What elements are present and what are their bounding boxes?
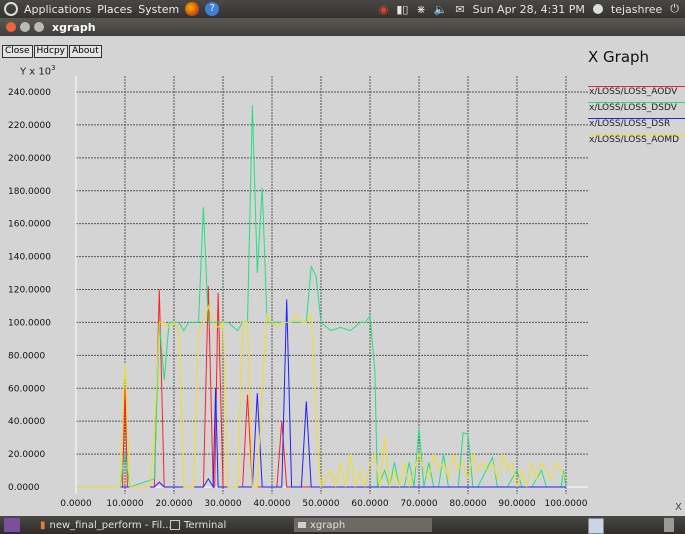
x-tick-label: 40.0000 — [253, 499, 290, 509]
taskbar-label-xgraph: xgraph — [310, 519, 346, 531]
y-tick-label: 240.0000 — [8, 88, 51, 98]
legend-swatch-dsr — [588, 118, 685, 119]
window-minimize-icon[interactable] — [20, 22, 30, 32]
window-maximize-icon[interactable] — [34, 22, 44, 32]
graph-title: X Graph — [588, 48, 650, 66]
user-status-icon[interactable] — [592, 4, 603, 14]
y-axis-label-text: Y x 10 — [20, 66, 52, 78]
y-tick-label: 60.0000 — [8, 384, 45, 394]
about-button[interactable]: About — [69, 45, 102, 58]
show-desktop-button[interactable] — [4, 518, 20, 532]
x-axis-label: X — [675, 502, 682, 513]
window-close-icon[interactable] — [6, 22, 16, 32]
help-icon[interactable]: ? — [205, 2, 220, 16]
folder-icon: ▮ — [40, 519, 46, 531]
legend-swatch-dsdv — [588, 102, 685, 103]
x-tick-label: 100.0000 — [545, 499, 588, 509]
taskbar-label-terminal: Terminal — [184, 519, 227, 531]
taskbar-label-file-manager: new_final_perform - Fil... — [49, 519, 172, 531]
taskbar-item-xgraph[interactable]: xgraph — [294, 518, 432, 532]
legend-label-dsr: x/LOSS/LOSS_DSR — [589, 119, 671, 129]
y-tick-label: 0.0000 — [8, 483, 40, 493]
x-tick-label: 90.0000 — [498, 499, 535, 509]
y-tick-label: 140.0000 — [8, 253, 51, 263]
x-tick-label: 50.0000 — [302, 499, 339, 509]
legend-swatch-aomd — [588, 134, 685, 135]
window-titlebar[interactable]: xgraph — [0, 18, 685, 36]
taskbar-item-file-manager[interactable]: ▮ new_final_perform - Fil... — [36, 518, 176, 532]
mail-icon[interactable]: ✉ — [455, 2, 465, 16]
bluetooth-icon[interactable]: ⋇ — [416, 2, 426, 16]
xgraph-window: Close Hdcpy About Y x 103 X Graph 0.0000… — [0, 36, 685, 516]
plot-area: 0.0000 20.0000 40.0000 60.0000 80.0000 100.00… — [8, 76, 588, 509]
y-tick-label: 80.0000 — [8, 351, 45, 361]
ubuntu-logo-icon[interactable] — [4, 2, 18, 16]
taskbar-item-terminal[interactable]: Terminal — [166, 518, 230, 532]
x-tick-label: 70.0000 — [400, 499, 437, 509]
trash-icon[interactable] — [664, 518, 674, 532]
series — [76, 105, 567, 489]
volume-icon[interactable]: 🔈 — [433, 2, 448, 16]
y-tick-label: 120.0000 — [8, 286, 51, 296]
legend-label-dsdv: x/LOSS/LOSS_DSDV — [589, 103, 677, 113]
panel-indicators: ◉ ▮▯ ⋇ 🔈 ✉ Sun Apr 28, 4:31 PM tejashree… — [379, 2, 685, 16]
legend-swatch-aodv — [588, 86, 685, 87]
user-name[interactable]: tejashree — [610, 2, 663, 16]
x-tick-label: 10.0000 — [106, 499, 143, 509]
series-line-4 — [76, 304, 567, 489]
y-tick-label: 180.0000 — [8, 187, 51, 197]
clock[interactable]: Sun Apr 28, 4:31 PM — [472, 2, 585, 16]
hdcpy-button[interactable]: Hdcpy — [33, 45, 68, 58]
x-tick-labels: 0.0000 10.0000 20.0000 30.0000 40.0000 50.000… — [60, 499, 587, 509]
bottom-panel: ▮ new_final_perform - Fil... Terminal xg… — [0, 516, 685, 534]
grid — [75, 76, 588, 494]
y-tick-label: 40.0000 — [8, 417, 45, 427]
y-tick-label: 220.0000 — [8, 121, 51, 131]
firefox-icon[interactable] — [185, 2, 200, 16]
legend-label-aodv: x/LOSS/LOSS_AODV — [589, 87, 678, 97]
workspace-switcher[interactable] — [588, 518, 604, 534]
toolbar: Close Hdcpy About — [2, 45, 102, 58]
power-icon[interactable]: ⏻ — [670, 2, 679, 15]
close-button[interactable]: Close — [2, 45, 33, 58]
series-line-3 — [76, 299, 566, 489]
y-axis-label-exp: 3 — [51, 64, 56, 72]
window-icon — [298, 522, 306, 528]
menu-system[interactable]: System — [138, 2, 180, 16]
top-panel: Applications Places System ? ◉ ▮▯ ⋇ 🔈 ✉ … — [0, 0, 685, 18]
legend: x/LOSS/LOSS_AODV x/LOSS/LOSS_DSDV x/LOSS… — [588, 84, 685, 148]
x-tick-label: 0.0000 — [60, 499, 92, 509]
window-title: xgraph — [52, 20, 96, 34]
legend-item-dsr: x/LOSS/LOSS_DSR — [588, 116, 685, 132]
terminal-icon — [170, 520, 180, 530]
x-tick-label: 30.0000 — [204, 499, 241, 509]
y-tick-label: 100.0000 — [8, 318, 51, 328]
x-tick-label: 60.0000 — [351, 499, 388, 509]
legend-label-aomd: x/LOSS/LOSS_AOMD — [589, 135, 680, 145]
menu-applications[interactable]: Applications — [24, 2, 92, 16]
y-axis-label: Y x 103 — [20, 64, 56, 77]
x-tick-label: 20.0000 — [155, 499, 192, 509]
x-tick-label: 80.0000 — [449, 499, 486, 509]
y-tick-label: 200.0000 — [8, 154, 51, 164]
legend-item-dsdv: x/LOSS/LOSS_DSDV — [588, 100, 685, 116]
y-tick-label: 160.0000 — [8, 220, 51, 230]
legend-item-aodv: x/LOSS/LOSS_AODV — [588, 84, 685, 100]
y-tick-labels: 0.0000 20.0000 40.0000 60.0000 80.0000 100.00… — [8, 88, 51, 493]
panel-menus: Applications Places System ? — [0, 2, 220, 16]
battery-icon[interactable]: ▮▯ — [396, 2, 409, 16]
network-icon[interactable]: ◉ — [378, 2, 389, 16]
menu-places[interactable]: Places — [97, 2, 133, 16]
legend-item-aomd: x/LOSS/LOSS_AOMD — [588, 132, 685, 148]
y-tick-label: 20.0000 — [8, 450, 45, 460]
